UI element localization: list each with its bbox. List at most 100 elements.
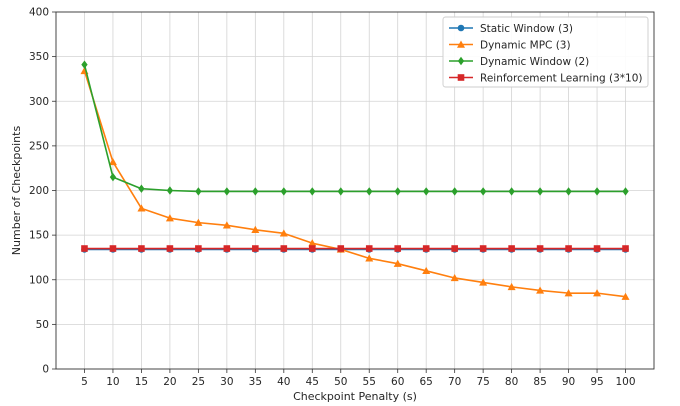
data-point [394, 187, 401, 196]
data-point [621, 292, 630, 300]
data-point [536, 245, 544, 252]
data-point [280, 245, 288, 252]
data-point [593, 187, 601, 196]
x-tick-label: 35 [249, 376, 262, 388]
data-point [622, 187, 629, 196]
series-3 [81, 60, 629, 196]
x-tick-label: 20 [163, 376, 176, 388]
legend-label: Dynamic MPC (3) [480, 39, 571, 51]
data-point [565, 187, 572, 196]
x-tick-label: 25 [192, 376, 205, 388]
data-point [565, 245, 572, 252]
data-point [479, 245, 487, 252]
data-point [536, 187, 544, 196]
data-point [564, 289, 573, 297]
data-point [195, 187, 202, 196]
data-point [252, 245, 259, 252]
x-tick-label: 15 [135, 376, 148, 388]
data-point [138, 245, 145, 252]
y-tick-label: 200 [29, 185, 49, 197]
series-line [83, 64, 626, 193]
data-point [109, 172, 117, 182]
legend-entry: Dynamic MPC (3) [449, 39, 571, 51]
x-tick-label: 95 [590, 376, 603, 388]
data-point [138, 184, 145, 193]
legend-marker [457, 24, 465, 32]
data-point [450, 273, 459, 282]
legend-label: Reinforcement Learning (3*10) [480, 72, 643, 84]
y-tick-label: 400 [29, 7, 49, 19]
y-tick-label: 150 [29, 230, 49, 242]
legend-marker [457, 74, 465, 81]
data-point [223, 187, 231, 196]
x-tick-label: 100 [616, 376, 636, 388]
data-point [507, 282, 516, 291]
data-point [279, 229, 288, 237]
data-point [194, 218, 203, 226]
y-axis-label: Number of Checkpoints [10, 126, 23, 256]
y-tick-label: 0 [42, 364, 49, 376]
x-tick-label: 45 [306, 376, 319, 388]
legend-entry: Static Window (3) [449, 23, 573, 35]
data-point [166, 245, 174, 252]
data-point [81, 60, 88, 69]
x-tick-label: 5 [81, 376, 88, 388]
data-point [308, 245, 316, 252]
data-point [308, 239, 317, 247]
x-tick-label: 50 [334, 376, 347, 388]
series-4 [81, 245, 629, 252]
data-point [479, 278, 488, 286]
x-tick-label: 40 [277, 376, 290, 388]
data-point [365, 254, 374, 262]
data-point [479, 187, 487, 196]
data-point [165, 214, 174, 222]
data-point [365, 245, 373, 252]
data-point [337, 187, 344, 196]
data-point [137, 204, 146, 212]
legend-label: Dynamic Window (2) [480, 56, 589, 68]
x-tick-label: 80 [505, 376, 518, 388]
y-tick-label: 50 [36, 319, 49, 331]
x-tick-label: 70 [448, 376, 461, 388]
y-tick-label: 100 [29, 274, 49, 286]
data-point [109, 245, 117, 252]
data-point [222, 221, 231, 229]
data-point [423, 187, 430, 196]
legend-marker [457, 40, 465, 48]
data-point [451, 187, 458, 196]
data-point [536, 286, 545, 294]
data-point [223, 245, 231, 252]
axes: 5 10 15 20 25 30 35 40 45 50 55 60 65 70 75 80 85 90 95 100… [29, 7, 655, 388]
data-point [166, 186, 174, 195]
legend-label: Static Window (3) [480, 23, 573, 35]
x-tick-label: 75 [476, 376, 489, 388]
data-point [422, 245, 430, 252]
x-tick-label: 10 [106, 376, 119, 388]
series-line [83, 70, 626, 298]
data-point [252, 187, 259, 196]
legend-entry: Reinforcement Learning (3*10) [449, 72, 643, 84]
data-point [81, 245, 88, 252]
x-axis-label: Checkpoint Penalty (s) [293, 390, 417, 403]
y-tick-label: 250 [29, 140, 49, 152]
legend-marker [457, 56, 465, 66]
data-point [309, 187, 316, 196]
data-point [508, 245, 515, 252]
x-tick-label: 90 [562, 376, 575, 388]
x-tick-label: 65 [420, 376, 433, 388]
data-point [451, 245, 458, 252]
data-point [280, 187, 287, 196]
data-point [593, 245, 601, 252]
data-point [593, 289, 602, 297]
data-point [108, 157, 117, 166]
data-point [508, 187, 515, 196]
plot-frame [55, 11, 655, 370]
y-tick-label: 350 [29, 51, 49, 63]
legend-entry: Dynamic Window (2) [449, 56, 589, 68]
data-point [251, 225, 260, 233]
x-tick-label: 30 [220, 376, 233, 388]
x-tick-label: 60 [391, 376, 404, 388]
series-layer [80, 60, 630, 300]
x-tick-label: 55 [363, 376, 376, 388]
